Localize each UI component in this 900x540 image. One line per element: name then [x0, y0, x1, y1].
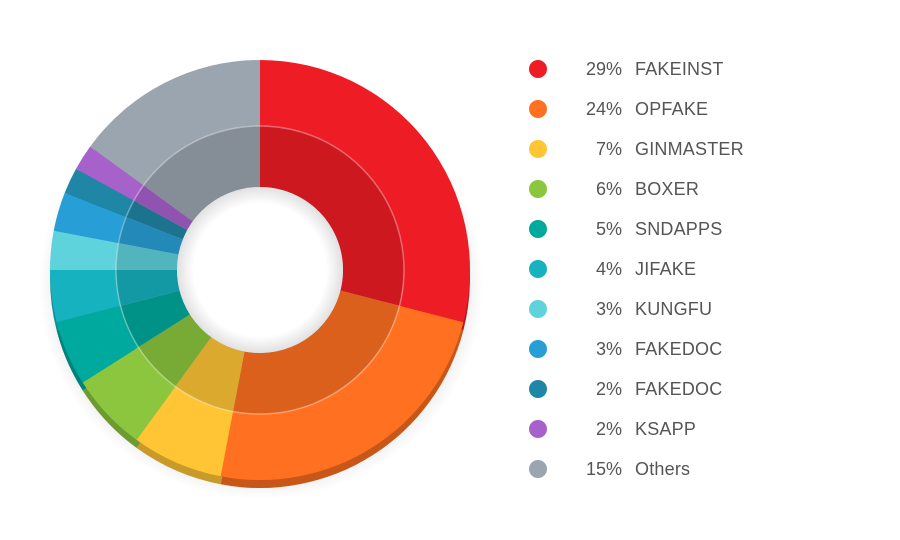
legend-swatch: [529, 260, 547, 278]
legend-item: 2% FAKEDOC: [520, 369, 880, 409]
legend-percent: 15%: [585, 458, 622, 479]
donut-hole-shadow: [177, 187, 343, 353]
legend-label: JIFAKE: [635, 258, 697, 279]
legend-label: SNDAPPS: [635, 218, 723, 239]
legend-percent: 29%: [585, 58, 622, 79]
legend-percent: 3%: [595, 338, 622, 359]
slice-outer-layer: [50, 60, 470, 480]
slice-opfake-1[interactable]: [220, 305, 464, 480]
slice-inner-others-10[interactable]: [143, 126, 261, 222]
slice-sndapps-4[interactable]: [56, 305, 139, 383]
legend-percent: 24%: [585, 98, 622, 119]
legend-swatch: [529, 60, 547, 78]
slice-inner-kungfu-6[interactable]: [116, 243, 179, 270]
slice-ksapp-9[interactable]: [75, 146, 144, 201]
slice-inner-fakedoc-7[interactable]: [118, 216, 183, 255]
slice-jifake-5[interactable]: [50, 270, 121, 323]
legend-percent: 2%: [595, 378, 622, 399]
legend-item: 3% FAKEDOC: [520, 329, 880, 369]
legend-label: Others: [635, 458, 691, 479]
legend-percent: 6%: [595, 178, 622, 199]
slice-fakeinst-0[interactable]: [260, 60, 470, 323]
legend-label: FAKEINST: [635, 58, 724, 79]
legend-label: BOXER: [635, 178, 700, 199]
legend-label: FAKEDOC: [635, 378, 723, 399]
slice-inner-ksapp-9[interactable]: [133, 185, 193, 231]
legend-item: 3% KUNGFU: [520, 289, 880, 329]
legend-item: 29% FAKEINST: [520, 49, 880, 89]
slice-fakedoc-8[interactable]: [64, 168, 134, 217]
legend-percent: 2%: [595, 418, 622, 439]
legend-swatch: [529, 340, 547, 358]
legend-item: 2% KSAPP: [520, 409, 880, 449]
legend-item: 6% BOXER: [520, 169, 880, 209]
legend-swatch: [529, 420, 547, 438]
slice-inner-fakedoc-8[interactable]: [126, 200, 188, 240]
slice-inner-jifake-5[interactable]: [115, 270, 180, 306]
donut-chart: [39, 60, 483, 499]
legend-item: 24% OPFAKE: [520, 89, 880, 129]
slice-inner-boxer-3[interactable]: [138, 314, 212, 387]
slice-inner-sndapps-4[interactable]: [120, 290, 190, 348]
slice-boxer-3[interactable]: [82, 347, 176, 440]
chart-legend: 29% FAKEINST 24% OPFAKE 7% GINMASTER 6% BOXER 5%…: [520, 49, 880, 489]
legend-label: KSAPP: [635, 418, 697, 439]
legend-percent: 3%: [595, 298, 622, 319]
legend-percent: 7%: [595, 138, 622, 159]
legend-swatch: [529, 100, 547, 118]
slice-inner-opfake-1[interactable]: [233, 290, 400, 415]
legend-swatch: [529, 380, 547, 398]
legend-swatch: [529, 300, 547, 318]
legend-label: FAKEDOC: [635, 338, 723, 359]
legend-label: GINMASTER: [635, 138, 744, 159]
legend-item: 4% JIFAKE: [520, 249, 880, 289]
legend-percent: 5%: [595, 218, 622, 239]
slice-inner-ginmaster-2[interactable]: [175, 337, 245, 412]
slice-others-10[interactable]: [90, 60, 260, 186]
legend-swatch: [529, 460, 547, 478]
slice-kungfu-6[interactable]: [50, 230, 119, 270]
donut-chart-svg: [39, 60, 483, 499]
legend-swatch: [529, 180, 547, 198]
legend-item: 15% Others: [520, 449, 880, 489]
slice-ginmaster-2[interactable]: [136, 386, 234, 477]
legend-label: OPFAKE: [635, 98, 709, 119]
inner-ring-divider: [115, 125, 405, 415]
legend-percent: 4%: [595, 258, 622, 279]
legend-label: KUNGFU: [635, 298, 713, 319]
legend-swatch: [529, 220, 547, 238]
legend-item: 5% SNDAPPS: [520, 209, 880, 249]
slice-inner-fakeinst-0[interactable]: [260, 126, 405, 306]
legend-swatch: [529, 140, 547, 158]
legend-item: 7% GINMASTER: [520, 129, 880, 169]
slice-fakedoc-7[interactable]: [53, 192, 127, 244]
slice-inner-layer: [115, 126, 405, 415]
